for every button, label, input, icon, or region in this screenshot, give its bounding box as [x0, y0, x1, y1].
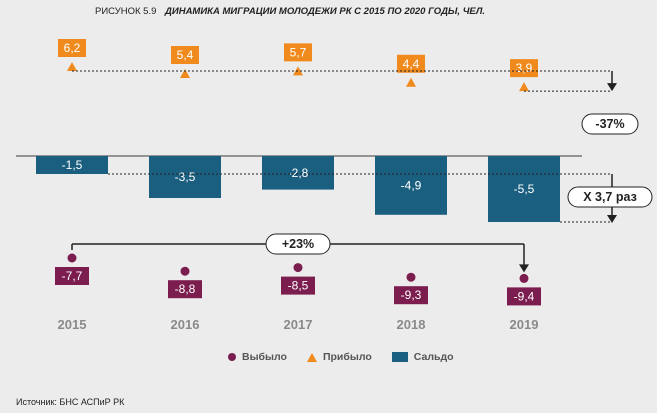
arrived-change-label: -37% — [595, 117, 624, 131]
legend-item-arrived: Прибыло — [306, 351, 372, 363]
departed-value-label: -8,5 — [288, 279, 309, 293]
balance-bar — [149, 156, 221, 198]
figure-number: РИСУНОК 5.9 — [95, 6, 157, 17]
departed-marker — [519, 273, 529, 283]
arrived-value-label: 5,7 — [290, 45, 307, 59]
balance-value-label: -5,5 — [514, 182, 535, 196]
departed-marker — [293, 263, 303, 273]
balance-bar — [36, 156, 108, 174]
arrived-label-box — [171, 46, 199, 64]
arrived-value-label: 4,4 — [403, 57, 420, 71]
arrived-change-arrowhead — [607, 83, 617, 92]
triangle-marker-icon — [306, 352, 317, 362]
arrived-change-badge — [581, 113, 639, 135]
arrived-label-box — [284, 43, 312, 62]
arrived-label-box — [58, 39, 86, 57]
arrived-value-label: 6,2 — [64, 41, 81, 55]
balance-change-label: Х 3,7 раз — [583, 190, 637, 204]
balance-value-label: -3,5 — [175, 170, 196, 184]
departed-value-label: -9,4 — [514, 289, 535, 303]
year-tick-label: 2016 — [171, 317, 200, 332]
arrived-value-label: 5,4 — [177, 48, 194, 62]
balance-value-label: -4,9 — [401, 178, 422, 192]
circle-marker-icon — [228, 353, 236, 361]
year-tick-label: 2019 — [510, 317, 539, 332]
departed-marker — [180, 266, 190, 276]
arrived-label-box — [397, 54, 425, 73]
departed-label-box — [55, 267, 89, 285]
balance-value-label: -1,5 — [62, 158, 83, 172]
departed-change-label: +23% — [282, 237, 314, 251]
departed-change-arrowhead — [519, 264, 529, 273]
year-tick-label: 2015 — [58, 317, 87, 332]
source-note: Источник: БНС АСПиР РК — [16, 397, 125, 407]
legend-label-balance: Сальдо — [413, 351, 454, 363]
departed-label-box — [168, 280, 202, 299]
figure-title: ДИНАМИКА МИГРАЦИИ МОЛОДЕЖИ РК С 2015 ПО … — [165, 6, 486, 17]
year-tick-label: 2018 — [397, 317, 426, 332]
departed-value-label: -9,3 — [401, 288, 422, 302]
departed-value-label: -7,7 — [62, 269, 83, 283]
arrived-label-box — [510, 59, 538, 78]
legend-item-departed: Выбыло — [228, 351, 287, 363]
arrived-marker — [519, 82, 529, 92]
balance-bar — [262, 156, 334, 190]
departed-label-box — [507, 287, 541, 306]
departed-value-label: -8,8 — [175, 282, 196, 296]
legend-label-arrived: Прибыло — [322, 351, 372, 363]
balance-change-arrowhead — [607, 215, 617, 223]
arrived-marker — [406, 77, 416, 87]
departed-label-box — [394, 286, 428, 305]
year-tick-label: 2017 — [284, 317, 313, 332]
departed-label-box — [281, 276, 315, 295]
balance-bar — [375, 156, 447, 215]
arrived-marker — [180, 69, 190, 78]
legend: Выбыло Прибыло Сальдо — [228, 351, 454, 363]
arrived-value-label: 3,9 — [516, 61, 533, 75]
arrived-marker — [67, 62, 77, 71]
balance-bar — [488, 156, 560, 222]
bar-marker-icon — [391, 352, 408, 362]
chart-title: РИСУНОК 5.9 ДИНАМИКА МИГРАЦИИ МОЛОДЕЖИ Р… — [95, 6, 485, 17]
departed-marker — [67, 253, 77, 263]
balance-value-label: -2,8 — [288, 166, 309, 180]
migration-chart: 6,2 5,4 5,7 4,4 3,9 -37% -1,5 -3,5 -2,8 -4,9 -5,5 Х… — [16, 39, 653, 332]
legend-item-balance: Сальдо — [391, 351, 454, 363]
departed-marker — [406, 272, 416, 282]
departed-change-badge — [265, 233, 331, 255]
legend-label-departed: Выбыло — [242, 351, 287, 363]
balance-change-badge — [567, 186, 653, 208]
